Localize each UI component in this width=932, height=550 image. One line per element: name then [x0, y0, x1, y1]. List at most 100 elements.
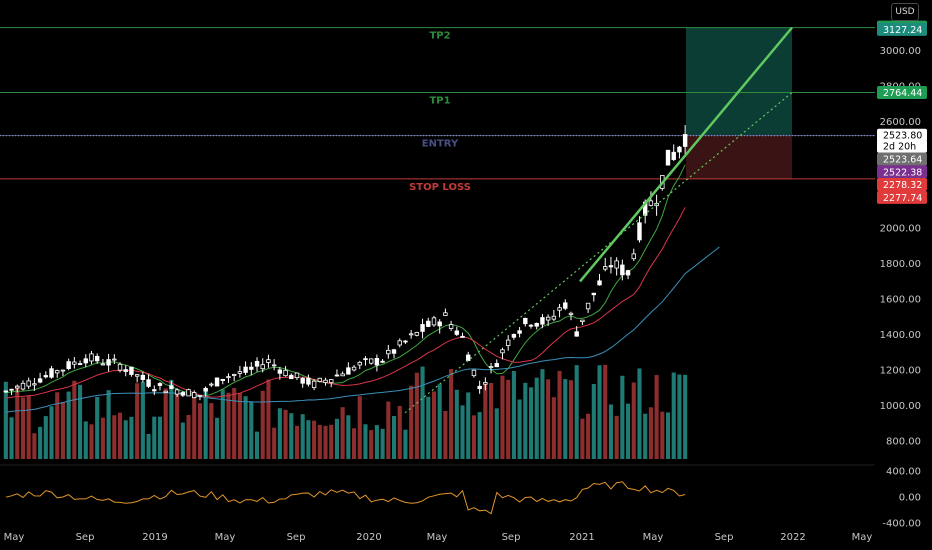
candle: [152, 389, 157, 392]
candle: [608, 265, 614, 268]
candle: [557, 307, 562, 311]
volume-bar: [100, 417, 105, 459]
volume-bar: [391, 415, 397, 459]
candle: [528, 324, 534, 327]
volume-bar: [471, 415, 476, 459]
volume-bar: [608, 404, 613, 459]
price-axis-label: 1000.00: [880, 401, 921, 412]
price-axis-label: 2000.00: [880, 224, 921, 235]
candle: [100, 363, 106, 366]
candle: [414, 332, 420, 336]
oscillator-axis: 400.00 0.00 -400.00: [882, 467, 921, 530]
volume-bar: [409, 385, 414, 459]
candle: [140, 374, 146, 380]
candle: [614, 260, 619, 269]
volume-bar: [260, 390, 265, 459]
time-axis-label: Sep: [502, 532, 521, 543]
price-axis[interactable]: 3000.002800.002600.002000.001800.001600.…: [880, 46, 921, 448]
volume-bar: [437, 384, 442, 459]
candle: [488, 366, 494, 368]
svg-text:2523.80: 2523.80: [883, 131, 922, 142]
volume-bar: [574, 365, 579, 459]
time-axis[interactable]: May Sep 2019 May Sep 2020 May Sep 2021 May Sep 2022…: [4, 532, 873, 543]
volume-bar: [466, 392, 471, 459]
volume-bar: [620, 375, 625, 459]
candle: [631, 253, 636, 260]
moving-averages: [5, 164, 720, 413]
candle: [106, 359, 111, 366]
candle: [505, 339, 511, 346]
candle: [306, 377, 311, 385]
price-tag-2: 2764.44: [877, 86, 927, 100]
volume-bar: [683, 374, 688, 459]
candle: [169, 385, 174, 389]
svg-text:2d 20h: 2d 20h: [883, 142, 916, 153]
volume-bar: [294, 425, 300, 459]
volume-bar: [523, 382, 528, 459]
candle: [368, 358, 374, 364]
volume-bar: [55, 392, 60, 459]
price-tag-5: 2523.64: [877, 152, 927, 166]
currency-badge[interactable]: USD: [891, 3, 919, 21]
candle: [77, 363, 83, 365]
volume-bar: [197, 403, 202, 459]
volume-bar: [117, 412, 123, 459]
candle: [420, 324, 425, 332]
candle: [117, 363, 123, 371]
svg-text:3127.24: 3127.24: [883, 25, 922, 36]
candle: [363, 358, 368, 361]
time-axis-label: 2020: [356, 532, 381, 543]
volume-bar: [140, 381, 145, 459]
candle: [180, 392, 186, 396]
time-axis-label: 2019: [142, 532, 167, 543]
candle: [317, 377, 323, 382]
volume-bar: [551, 397, 556, 459]
time-axis-label: May: [643, 532, 664, 543]
volume-bar: [112, 415, 117, 459]
candle: [574, 331, 579, 337]
volume-bar: [528, 387, 534, 459]
candle: [32, 383, 37, 386]
volume-bar: [637, 368, 642, 459]
volume-bar: [283, 409, 288, 459]
candle: [249, 366, 254, 370]
volume-bar: [323, 425, 328, 459]
volume-bar: [397, 405, 402, 459]
volume-bar: [20, 397, 26, 459]
trend-line-dotted[interactable]: [404, 92, 793, 414]
volume-bar: [180, 422, 185, 459]
trend-lines[interactable]: [404, 26, 793, 414]
svg-text:2523.64: 2523.64: [883, 155, 922, 166]
candle: [460, 335, 465, 338]
volume-bar: [591, 383, 596, 459]
ma-blue-line: [5, 246, 720, 413]
time-axis-label: 2022: [780, 532, 805, 543]
svg-text:2277.74: 2277.74: [883, 193, 922, 204]
candle: [677, 146, 682, 153]
candle: [551, 315, 557, 320]
volume-bar: [249, 401, 254, 459]
volume-bar: [152, 416, 157, 459]
volume-bar: [363, 424, 368, 459]
time-axis-label: Sep: [287, 532, 306, 543]
volume-bar: [426, 396, 431, 459]
candle: [483, 382, 488, 385]
candle: [112, 358, 117, 361]
volume-bar: [192, 395, 197, 459]
candle: [500, 349, 505, 354]
osc-axis-label: 400.00: [886, 467, 921, 478]
level-lines: [0, 27, 875, 180]
volume-bar: [489, 382, 494, 459]
candle: [37, 378, 43, 383]
candle: [534, 322, 539, 327]
trend-line-solid[interactable]: [579, 26, 793, 283]
volume-bar: [420, 366, 425, 459]
volume-bar: [146, 433, 151, 459]
volume-bar: [226, 392, 231, 459]
ma-red-line: [5, 207, 686, 399]
candle: [83, 358, 88, 364]
candle: [237, 371, 243, 374]
